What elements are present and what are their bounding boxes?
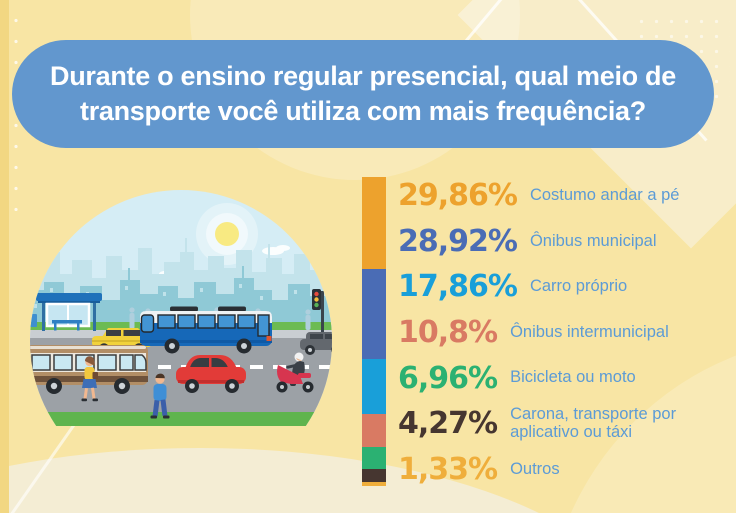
- label-municipal-bus: Ônibus municipal: [529, 231, 657, 250]
- legend-row-municipal-bus: 28,92% Ônibus municipal: [398, 219, 733, 265]
- label-others: Outros: [510, 459, 560, 478]
- question-banner: Durante o ensino regular presencial, qua…: [12, 40, 714, 148]
- stacked-bar: [362, 177, 386, 486]
- bar-segment-ride-app-taxi: [362, 468, 386, 482]
- value-others: 1,33%: [398, 451, 498, 487]
- legend: 29,86% Costumo andar a pé 28,92% Ônibus …: [398, 173, 733, 492]
- legend-row-walk: 29,86% Costumo andar a pé: [398, 173, 733, 219]
- blue-bus: [140, 306, 272, 354]
- city-traffic-illustration: [30, 190, 332, 426]
- value-intercity-bus: 10,8%: [398, 315, 498, 351]
- man-pedestrian: [150, 373, 170, 419]
- sun-icon: [196, 203, 258, 265]
- gray-car: [300, 332, 332, 355]
- bus-stop-shelter: [30, 293, 102, 331]
- label-intercity-bus: Ônibus intermunicipal: [510, 322, 669, 341]
- legend-row-others: 1,33% Outros: [398, 447, 733, 493]
- bar-segment-walk: [362, 177, 386, 270]
- front-grass: [30, 412, 332, 426]
- bar-segment-others: [362, 481, 386, 486]
- value-own-car: 17,86%: [398, 269, 518, 305]
- legend-row-ride-app-taxi: 4,27% Carona, transporte por aplicativo …: [398, 401, 733, 447]
- label-own-car: Carro próprio: [529, 277, 628, 296]
- woman-pedestrian: [81, 356, 98, 402]
- value-ride-app-taxi: 4,27%: [398, 406, 498, 442]
- legend-row-intercity-bus: 10,8% Ônibus intermunicipal: [398, 310, 733, 356]
- value-bike-moto: 6,96%: [398, 360, 498, 396]
- bar-segment-intercity-bus: [362, 413, 386, 448]
- red-car: [176, 355, 246, 393]
- value-municipal-bus: 28,92%: [398, 223, 518, 259]
- motorcycle-rider: [276, 352, 314, 393]
- left-edge-strip: [0, 0, 9, 513]
- traffic-light: [312, 289, 324, 338]
- bar-segment-municipal-bus: [362, 269, 386, 359]
- label-ride-app-taxi: Carona, transporte por aplicativo ou táx…: [510, 405, 677, 441]
- label-bike-moto: Bicicleta ou moto: [510, 368, 636, 387]
- value-walk: 29,86%: [398, 178, 518, 214]
- bar-segment-own-car: [362, 358, 386, 414]
- legend-row-own-car: 17,86% Carro próprio: [398, 264, 733, 310]
- legend-row-bike-moto: 6,96% Bicicleta ou moto: [398, 355, 733, 401]
- question-title: Durante o ensino regular presencial, qua…: [50, 60, 676, 126]
- label-walk: Costumo andar a pé: [529, 186, 680, 205]
- bar-segment-bike-moto: [362, 447, 386, 469]
